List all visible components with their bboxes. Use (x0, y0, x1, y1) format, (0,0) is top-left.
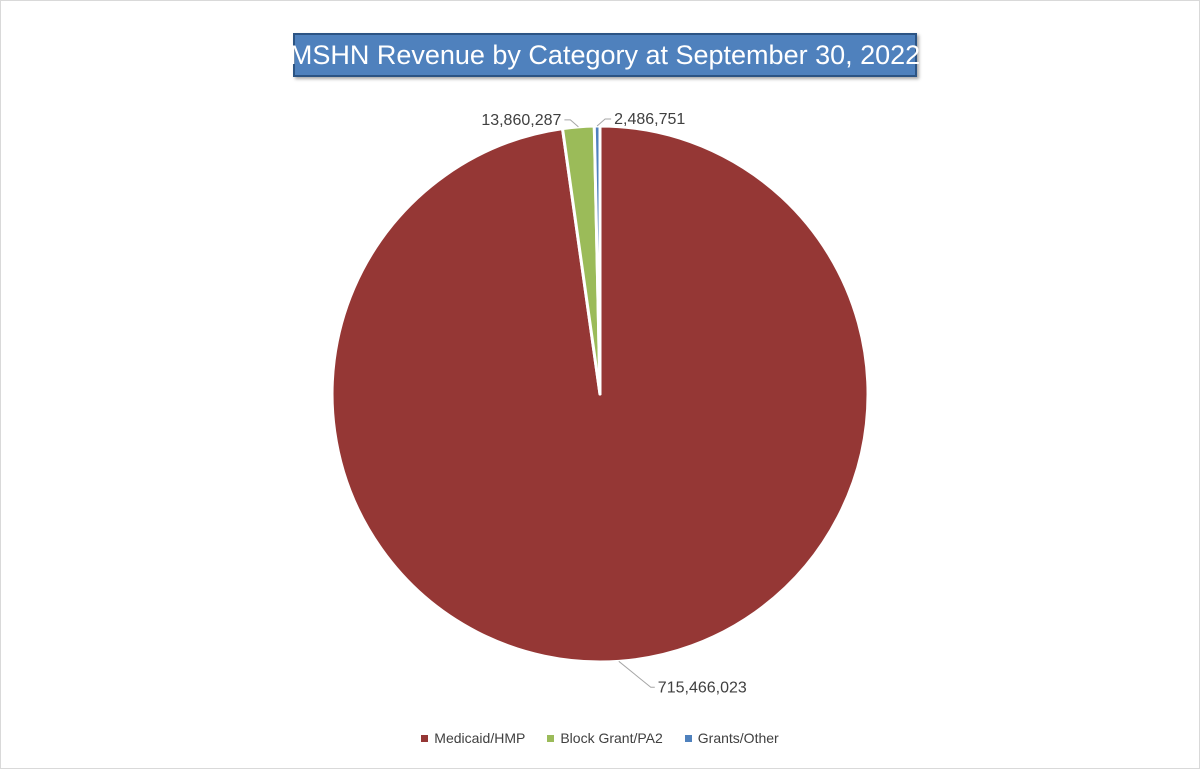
chart-title: MSHN Revenue by Category at September 30… (290, 33, 920, 77)
data-label-block-grant-pa2: 13,860,287 (481, 112, 561, 129)
legend: Medicaid/HMP Block Grant/PA2 Grants/Othe… (0, 730, 1200, 746)
legend-swatch-grants-other (684, 734, 692, 742)
legend-item-block-grant-pa2: Block Grant/PA2 (547, 730, 663, 746)
legend-swatch-block-grant-pa2 (547, 734, 555, 742)
legend-item-grants-other: Grants/Other (684, 730, 779, 746)
legend-label-medicaid-hmp: Medicaid/HMP (434, 730, 526, 746)
leader-line-grants-other (596, 118, 612, 127)
data-label-medicaid-hmp: 715,466,023 (658, 679, 747, 696)
leader-line-block-grant-pa2 (564, 119, 579, 128)
legend-item-medicaid-hmp: Medicaid/HMP (421, 730, 525, 746)
leader-line-medicaid-hmp (618, 660, 655, 688)
legend-swatch-medicaid-hmp (421, 734, 429, 742)
data-label-grants-other: 2,486,751 (614, 111, 685, 128)
legend-label-block-grant-pa2: Block Grant/PA2 (560, 730, 663, 746)
legend-label-grants-other: Grants/Other (697, 730, 779, 746)
